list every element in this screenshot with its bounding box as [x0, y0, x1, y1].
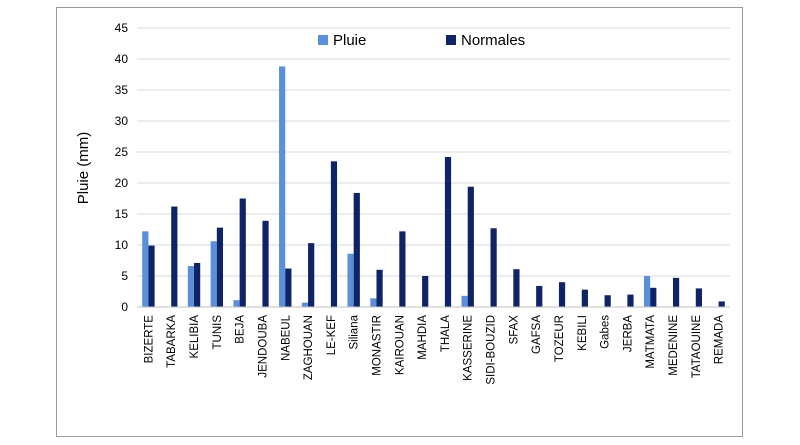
bar-normales-le-kef [330, 161, 338, 307]
bar-normales-sfax [513, 269, 520, 307]
bar-pluie-matmata [643, 276, 651, 307]
x-tick-label: TUNIS [212, 315, 224, 350]
bar-normales-siliana [353, 192, 360, 307]
bar-normales-remada [718, 301, 725, 307]
bar-pluie-nabeul [279, 66, 286, 307]
bar-pluie-beja [233, 300, 240, 307]
x-tick-label: SFAX [508, 315, 520, 345]
x-tick-label: MAHDIA [417, 315, 429, 360]
bar-normales-bizerte [148, 245, 155, 307]
bar-normales-thala [444, 156, 452, 307]
y-tick-label: 45 [115, 21, 129, 35]
bar-normales-monastir [376, 269, 383, 307]
bar-pluie-bizerte [142, 231, 149, 307]
bar-chart: 0 5 10 15 20 25 30 35 40 45 BIZERTE TABARKA KELIBIA… [75, 21, 730, 385]
x-tick-label: JENDOUBA [257, 315, 269, 378]
x-tick-label: MEDENINE [668, 315, 680, 376]
bar-pluie-siliana [347, 253, 354, 307]
bar-pluie-kelibia [187, 266, 195, 307]
bar-normales-nabeul [285, 268, 292, 307]
bar-normales-sidi-bouzid [490, 228, 497, 307]
x-tick-label: TABARKA [166, 315, 178, 368]
bar-normales-kelibia [194, 262, 201, 307]
x-tick-label: NABEUL [280, 314, 292, 361]
x-tick-label: MONASTIR [371, 315, 383, 376]
legend-label-normales: Normales [461, 32, 525, 49]
bar-normales-gabes [604, 295, 611, 307]
y-tick-label: 10 [115, 238, 129, 252]
y-tick-label: 15 [115, 207, 129, 221]
x-tick-label: REMADA [714, 315, 726, 365]
y-tick-label: 0 [121, 300, 128, 314]
bar-normales-tozeur [558, 282, 566, 307]
x-tick-label: THALA [440, 315, 452, 352]
bar-normales-zaghouan [308, 243, 315, 307]
x-tick-label: TATAOUINE [691, 315, 703, 379]
x-tick-label: KEBILI [577, 315, 589, 351]
y-tick-label: 20 [115, 176, 129, 190]
x-tick-label: GAFSA [531, 315, 543, 354]
bar-pluie-monastir [370, 298, 377, 307]
y-axis-title: Pluie (mm) [75, 132, 92, 205]
x-tick-label: ZAGHOUAN [303, 315, 315, 380]
bar-pluie-zaghouan [301, 302, 309, 307]
bar-normales-kebili [581, 289, 588, 307]
bar-pluie-kasserine [461, 295, 468, 307]
y-tick-labels: 0 5 10 15 20 25 30 35 40 45 [115, 21, 129, 314]
x-tick-label: SIDI-BOUZID [486, 315, 498, 385]
bar-normales-tataouine [695, 288, 702, 307]
legend-swatch-normales [446, 35, 456, 45]
legend-swatch-pluie [318, 35, 328, 45]
bar-normales-kairouan [399, 231, 406, 307]
x-tick-label: LE-KEF [326, 315, 338, 355]
gridlines [137, 27, 730, 277]
x-tick-label: BEJA [235, 315, 247, 344]
x-tick-label: JERBA [622, 315, 634, 352]
y-tick-label: 40 [115, 52, 129, 66]
y-tick-label: 30 [115, 114, 129, 128]
bar-pluie-tunis [210, 241, 217, 307]
x-tick-label: KAIROUAN [394, 315, 406, 375]
bar-normales-tunis [216, 227, 224, 307]
bar-normales-medenine [672, 277, 680, 307]
bar-normales-kasserine [467, 186, 474, 307]
bars [142, 66, 725, 307]
x-tick-label: Siliana [349, 314, 361, 349]
bar-normales-gafsa [536, 285, 543, 307]
x-tick-label: Gabes [600, 315, 612, 349]
legend-label-pluie: Pluie [333, 32, 366, 49]
bar-normales-mahdia [422, 276, 429, 307]
bar-normales-jerba [627, 294, 634, 307]
y-tick-label: 35 [115, 83, 129, 97]
y-tick-label: 5 [121, 269, 128, 283]
y-tick-label: 25 [115, 145, 129, 159]
x-tick-label: TOZEUR [554, 315, 566, 362]
x-tick-label: MATMATA [645, 315, 657, 369]
bar-normales-jendouba [262, 220, 269, 307]
x-tick-labels: BIZERTE TABARKA KELIBIA TUNIS BEJA JENDOUBA NA… [143, 314, 725, 384]
bar-normales-beja [239, 198, 246, 307]
bar-normales-matmata [650, 287, 657, 307]
x-tick-label: KELIBIA [189, 315, 201, 359]
legend: Pluie Normales [318, 32, 525, 49]
x-tick-label: BIZERTE [143, 315, 155, 364]
bar-normales-tabarka [171, 206, 178, 307]
x-tick-label: KASSERINE [463, 315, 475, 381]
chart-frame: 0 5 10 15 20 25 30 35 40 45 BIZERTE TABARKA KELIBIA… [56, 7, 743, 437]
